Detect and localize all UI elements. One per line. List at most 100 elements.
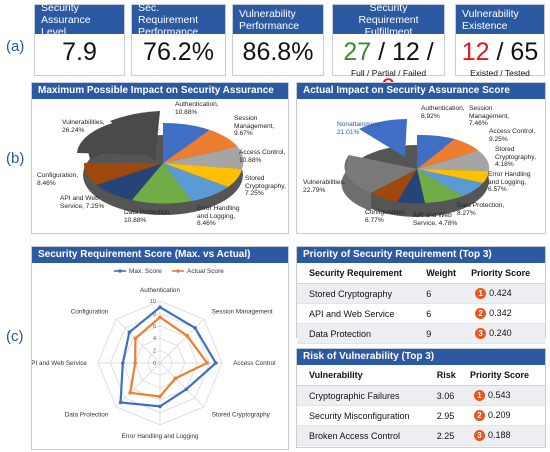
radar-point: [173, 376, 178, 381]
kpi-security-assurance-level: Security Assurance Level 7.9: [34, 2, 125, 76]
radar-spoke: [115, 318, 161, 364]
slice-authentication[interactable]: [417, 134, 455, 169]
risk-table: Vulnerability Risk Priority Score Crypto…: [297, 365, 545, 446]
label-stored: Stored Cryptography, 4.18%: [495, 146, 536, 169]
cell-name: Stored Cryptography: [297, 283, 423, 304]
label-access: Access Control, 9.25%: [489, 128, 536, 143]
slice-stored[interactable]: [417, 169, 489, 183]
label-dataprot: Data Protection, 10.88%: [124, 209, 172, 224]
table-row[interactable]: Stored Cryptography 6 1 0.424: [297, 283, 545, 304]
cell-score: 2 0.342: [467, 303, 545, 324]
radar-spoke: [159, 318, 205, 364]
label-api: API and Web Service, 4.78%: [413, 212, 458, 227]
radar-point: [128, 391, 132, 395]
slice-stored[interactable]: [163, 163, 242, 187]
table-row[interactable]: Data Protection 9 3 0.240: [297, 323, 545, 344]
cell-risk: 3.06: [432, 385, 466, 406]
kpi-title: Security Requirement Fulfillment: [333, 2, 444, 38]
cell-name: API and Web Service: [297, 303, 423, 324]
slice-api[interactable]: [397, 169, 425, 204]
label-config: Configuration, 6.77%: [365, 209, 407, 224]
separator: /: [419, 38, 434, 66]
radar-category-label: Error Handling and Logging: [121, 433, 199, 440]
kpi-title: Vulnerability Existence: [456, 5, 544, 34]
cell-score: 2 0.209: [465, 405, 545, 426]
table-row[interactable]: Broken Access Control 2.25 3 0.188: [297, 425, 545, 446]
cell-name: Cryptographic Failures: [297, 385, 433, 406]
col-header: Priority Score: [465, 365, 545, 386]
row-label-c: (c): [6, 328, 24, 345]
cell-score: 3 0.188: [465, 425, 545, 446]
kpi-subtitle: Full / Partial / Failed: [350, 68, 427, 78]
radar-tick-label: 4: [153, 336, 156, 342]
radar-point: [214, 361, 218, 365]
table-header-row: Vulnerability Risk Priority Score: [297, 365, 545, 386]
kpi-value: 12 / 65: [456, 34, 544, 74]
table-row[interactable]: API and Web Service 6 2 0.342: [297, 303, 545, 324]
slice-error[interactable]: [163, 163, 228, 201]
label-stored: Stored Cryptography, 7.25%: [245, 175, 286, 198]
label-vulnerabilities: Vulnerabilities, 22.79%: [303, 179, 346, 194]
label-error: Error Handling and Logging, 8.46%: [197, 205, 240, 228]
existed-count: 12: [461, 38, 490, 66]
radar-tick-label: 8: [153, 311, 156, 317]
slice-vulnerabilities[interactable]: [344, 155, 417, 193]
slice-config[interactable]: [83, 163, 163, 185]
radar-tick-label: 6: [153, 324, 156, 330]
slice-error[interactable]: [417, 169, 483, 196]
kpi-vulnerability-performance: Vulnerability Performance 86.8%: [232, 4, 324, 76]
slice-access[interactable]: [417, 151, 490, 171]
separator: /: [371, 38, 392, 66]
pie-3d-max: [77, 111, 244, 215]
radar-point: [185, 334, 189, 338]
cell-risk: 2.25: [432, 425, 466, 446]
label-vulnerabilities: Vulnerabilities, 26.24%: [62, 119, 105, 134]
radar-point: [205, 361, 209, 365]
radar-point: [133, 336, 138, 341]
kpi-sec-requirement-performance: Sec. Requirement Performance 76.2%: [131, 2, 226, 76]
slice-dataprot[interactable]: [417, 169, 463, 203]
priority-panel: Priority of Security Requirement (Top 3)…: [296, 246, 546, 344]
col-header: Security Requirement: [297, 263, 423, 284]
table-row[interactable]: Security Misconfiguration 2.95 2 0.209: [297, 405, 545, 426]
label-access: Access Control, 10.88%: [239, 149, 286, 164]
label-authentication: Authentication, 8.92%: [421, 105, 465, 120]
table-row[interactable]: Cryptographic Failures 3.06 1 0.543: [297, 385, 545, 406]
radar-category-label: Authentication: [140, 287, 180, 294]
cell-score: 3 0.240: [467, 323, 545, 344]
radar-point: [133, 361, 137, 365]
slice-authentication[interactable]: [163, 122, 210, 163]
slice-vulnerabilities-side[interactable]: [341, 155, 371, 211]
legend-label: Actual Score: [187, 268, 224, 275]
kpi-title: Security Assurance Level: [35, 2, 124, 38]
row-label-b: (b): [6, 150, 25, 167]
panel-title: Maximum Possible Impact on Security Assu…: [32, 83, 288, 112]
label-api: API and Web Service, 7.25%: [60, 195, 105, 210]
radar-panel: Security Requirement Score (Max. vs Actu…: [31, 246, 289, 450]
radar-tick-label: 0: [153, 361, 156, 367]
panel-title: Actual Impact on Security Assurance Scor…: [297, 83, 545, 99]
slice-config[interactable]: [371, 169, 417, 202]
col-header: Weight: [422, 263, 468, 284]
slice-access[interactable]: [163, 147, 244, 169]
separator: /: [489, 38, 511, 66]
cell-weight: 6: [422, 303, 468, 324]
label-authentication: Authentication, 10.88%: [175, 101, 219, 116]
radar-category-label: Data Protection: [65, 412, 109, 419]
col-header: Risk: [432, 365, 466, 386]
radar-point: [184, 387, 189, 392]
slice-session[interactable]: [417, 139, 479, 169]
slice-dataprot[interactable]: [132, 163, 192, 204]
slice-nonattainment[interactable]: [359, 119, 407, 157]
slice-api[interactable]: [96, 163, 163, 200]
rank-badge-icon: 3: [475, 328, 487, 340]
label-session: Session Management, 9.67%: [234, 115, 275, 138]
kpi-value: 86.8%: [242, 38, 314, 66]
cell-score: 1 0.543: [465, 385, 545, 406]
panel-title: Priority of Security Requirement (Top 3): [297, 247, 545, 263]
radar-point: [158, 315, 162, 319]
cell-weight: 9: [422, 323, 468, 344]
slice-vulnerabilities-main[interactable]: [77, 117, 152, 155]
slice-session[interactable]: [163, 130, 238, 163]
radar-point: [121, 361, 125, 365]
